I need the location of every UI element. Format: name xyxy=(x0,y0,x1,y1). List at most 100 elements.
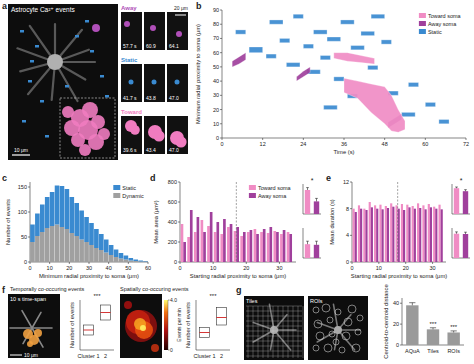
x-tick xyxy=(89,262,90,264)
image-title: Temporally co-occuring events xyxy=(10,286,85,292)
bar xyxy=(401,204,403,262)
plot-marks xyxy=(30,186,148,263)
roi xyxy=(322,304,330,312)
tile-grid xyxy=(246,326,302,327)
hist-bar xyxy=(124,256,129,260)
event-blob xyxy=(152,80,157,85)
bar xyxy=(250,230,253,262)
bar xyxy=(433,207,435,262)
box xyxy=(100,305,110,320)
process xyxy=(10,327,32,329)
roi xyxy=(357,315,363,321)
tile-grid xyxy=(253,306,254,358)
inset-image xyxy=(144,116,165,154)
hist-bar xyxy=(128,258,133,261)
y-tick-label: 0 xyxy=(24,259,27,265)
bar xyxy=(398,209,400,262)
row-label: Static xyxy=(121,57,138,63)
x-axis-title: Time (s) xyxy=(333,149,354,155)
time-label: 47.0 xyxy=(169,95,179,101)
bar xyxy=(353,209,355,262)
y-axis-title: Number of events xyxy=(5,199,11,245)
x-tick xyxy=(262,138,263,140)
bar xyxy=(396,205,398,262)
roi xyxy=(339,347,345,353)
bar xyxy=(273,231,276,262)
y-axis-title: Mean area (μm²) xyxy=(153,200,159,243)
bar xyxy=(376,209,378,262)
hist-bar xyxy=(109,245,114,255)
time-label: 60.9 xyxy=(146,43,156,49)
tile-grid xyxy=(246,311,302,312)
y-tick-label: 20 xyxy=(213,107,219,113)
event-blob xyxy=(27,341,33,347)
x-tick-label: 10 xyxy=(376,265,382,271)
legend-label: Away soma xyxy=(428,21,457,27)
roi xyxy=(313,307,319,313)
event-blob xyxy=(62,106,74,118)
heat-blob xyxy=(140,325,146,331)
y-tick xyxy=(220,66,222,67)
bar xyxy=(360,209,362,262)
category-label: Cluster 1 xyxy=(193,353,215,359)
hist-bar xyxy=(128,261,133,263)
event-dot xyxy=(40,100,44,103)
y-tick-label: 150 xyxy=(18,184,27,190)
x-tick xyxy=(279,262,280,264)
hist-bar xyxy=(104,253,109,263)
error-cap xyxy=(306,241,309,242)
event-blob xyxy=(130,125,140,135)
event-blob xyxy=(175,136,186,147)
x-tick xyxy=(378,262,379,264)
y-tick-label: 0 xyxy=(216,135,219,141)
event-blob xyxy=(92,24,100,32)
significance: *** xyxy=(429,321,437,327)
bar xyxy=(254,229,257,262)
event xyxy=(344,78,405,132)
tile-grid xyxy=(278,306,279,358)
y-tick xyxy=(220,95,222,96)
bar xyxy=(234,231,237,262)
significance: * xyxy=(460,177,463,184)
x-tick-label: 60 xyxy=(145,265,151,271)
median xyxy=(83,330,93,331)
event-blob xyxy=(150,25,156,31)
bar xyxy=(230,224,233,262)
y-axis xyxy=(452,184,453,214)
x-tick xyxy=(128,262,129,264)
panel-label: b xyxy=(196,1,202,11)
error-bar xyxy=(316,241,317,245)
bar xyxy=(210,212,213,262)
x-tick-label: 30 xyxy=(86,265,92,271)
median xyxy=(100,312,110,313)
error-bar xyxy=(465,232,466,234)
hist-bar xyxy=(119,259,124,263)
x-tick xyxy=(425,138,426,140)
roi xyxy=(327,317,333,323)
category-label: 2 xyxy=(104,353,107,359)
micrograph xyxy=(8,294,60,358)
soma xyxy=(270,326,278,334)
chart-box: Number of eventsCluster 12*** xyxy=(69,293,114,359)
event xyxy=(381,40,391,44)
y-tick-label: 600 xyxy=(168,199,177,205)
hist-bar xyxy=(89,223,94,245)
image-title: Astrocyte Ca²⁺ events xyxy=(11,6,76,14)
category-label: AQuA xyxy=(405,348,420,354)
reference-line xyxy=(397,182,398,262)
bar xyxy=(427,329,439,345)
hist-bar xyxy=(138,261,143,262)
bar xyxy=(417,203,419,262)
y-tick-label: 40 xyxy=(393,300,399,306)
bar xyxy=(216,222,219,262)
micrograph xyxy=(244,296,304,360)
plot-marks xyxy=(454,232,468,258)
scale-bar xyxy=(12,154,30,155)
bar xyxy=(365,210,367,262)
colorbar xyxy=(164,300,168,350)
bar xyxy=(463,191,468,214)
bar xyxy=(382,209,384,262)
bar xyxy=(363,209,365,262)
event xyxy=(371,14,385,18)
x-tick xyxy=(303,138,304,140)
